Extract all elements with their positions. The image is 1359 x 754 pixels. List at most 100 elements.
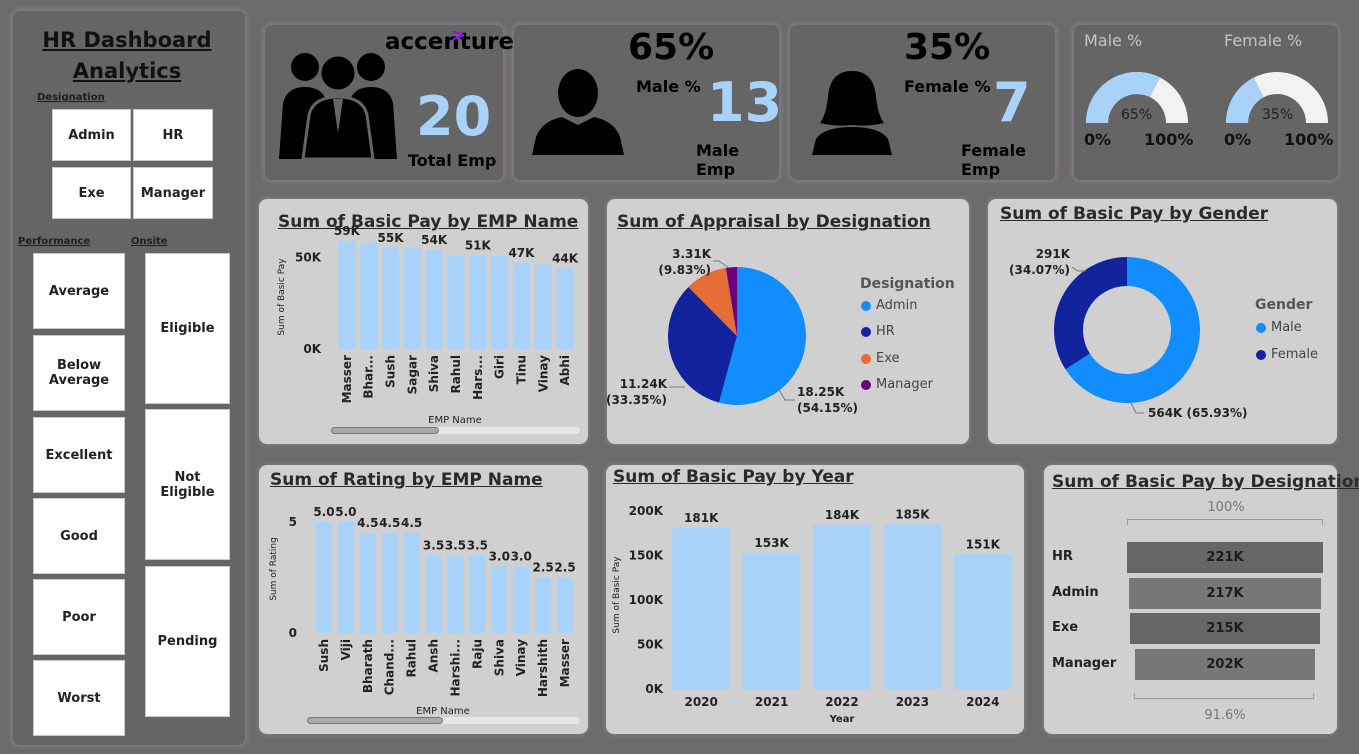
emp-pay-data-label: 59K	[334, 224, 361, 238]
performance-average-button[interactable]: Average	[33, 253, 125, 329]
onsite-pending-button[interactable]: Pending	[145, 566, 230, 717]
rating-bar[interactable]	[403, 533, 420, 633]
legend-label-male: Male	[1271, 320, 1302, 335]
basic-pay-by-emp-scroll-thumb[interactable]	[331, 427, 439, 434]
basic-pay-by-emp-chart: 59K Masser Bhar... 55K Sush Sagar 54K Shiva Rahu…	[277, 224, 579, 426]
performance-poor-button[interactable]: Poor	[33, 579, 125, 655]
performance-excellent-button[interactable]: Excellent	[33, 417, 125, 493]
male-employees-card: 65% Male % 13 Male Emp	[513, 24, 782, 181]
funnel-bar[interactable]: 221K	[1127, 542, 1323, 573]
emp-pay-bar[interactable]	[447, 255, 465, 350]
performance-worst-button[interactable]: Worst	[33, 660, 125, 736]
appraisal-legend-title: Designation	[860, 276, 955, 292]
rating-data-label: 2.5	[532, 561, 553, 575]
rating-bar[interactable]	[447, 555, 464, 633]
year-data-label: 153K	[754, 536, 789, 550]
designation-exe-button[interactable]: Exe	[52, 167, 131, 219]
emp-pay-category-label: Vinay	[536, 355, 550, 392]
legend-dot-hr	[861, 326, 871, 337]
legend-item-exe[interactable]: Exe	[861, 351, 900, 366]
year-category-label: 2020	[684, 695, 717, 709]
rating-bar[interactable]	[535, 577, 552, 633]
emp-pay-bar[interactable]	[382, 248, 400, 349]
emp-pay-y-axis-label: Sum of Basic Pay	[277, 258, 287, 336]
year-bar[interactable]	[883, 524, 942, 689]
filter-sidebar: HR Dashboard Analytics Designation Admin…	[12, 10, 246, 746]
rating-bar[interactable]	[359, 533, 376, 633]
emp-pay-data-label: 54K	[421, 233, 448, 247]
performance-good-button[interactable]: Good	[33, 498, 125, 574]
year-bar[interactable]	[813, 525, 871, 689]
appraisal-slice[interactable]	[668, 286, 737, 403]
female-percent-label: Female %	[904, 77, 991, 96]
rating-category-label: Shiva	[492, 639, 506, 676]
basic-pay-by-emp-scrollbar[interactable]	[331, 427, 580, 434]
onsite-not-eligible-button[interactable]: Not Eligible	[145, 409, 230, 560]
designation-hr-button[interactable]: HR	[133, 109, 213, 161]
rating-bar[interactable]	[337, 522, 354, 633]
performance-below-average-button[interactable]: Below Average	[33, 335, 125, 411]
rating-bar[interactable]	[316, 522, 332, 633]
rating-data-label: 4.5	[357, 516, 378, 530]
male-percent-value: 65%	[628, 27, 715, 68]
rating-category-label: Harshi...	[448, 639, 462, 697]
funnel-bar[interactable]: 202K	[1135, 649, 1315, 680]
year-category-label: 2021	[755, 695, 788, 709]
onsite-eligible-button[interactable]: Eligible	[145, 253, 230, 404]
male-gauge-value: 65%	[1121, 107, 1153, 123]
appraisal-slice[interactable]	[725, 267, 737, 336]
male-employees-label: Male Emp	[696, 141, 740, 179]
emp-pay-tick-label: 0K	[303, 342, 321, 356]
legend-item-female[interactable]: Female	[1256, 347, 1318, 362]
year-bar[interactable]	[953, 554, 1012, 689]
funnel-category-label: Admin	[1052, 585, 1099, 600]
female-gauge-min: 0%	[1224, 130, 1252, 149]
emp-pay-bar[interactable]	[425, 250, 443, 349]
emp-pay-bar[interactable]	[403, 248, 421, 349]
basic-pay-by-designation-title: Sum of Basic Pay by Designation	[1052, 472, 1359, 492]
rating-bar[interactable]	[425, 555, 442, 633]
emp-pay-category-label: Bhar...	[362, 355, 376, 399]
emp-pay-category-label: Tinu	[514, 355, 528, 384]
year-data-label: 151K	[966, 538, 1001, 552]
emp-pay-bar[interactable]	[469, 255, 487, 350]
appraisal-slice[interactable]	[718, 267, 806, 405]
emp-pay-bar[interactable]	[534, 264, 552, 349]
emp-pay-x-axis-label: EMP Name	[428, 415, 482, 426]
appraisal-slice[interactable]	[688, 267, 737, 336]
emp-pay-category-label: Sagar	[405, 355, 419, 394]
rating-category-label: Ansh	[427, 639, 441, 673]
designation-admin-button[interactable]: Admin	[52, 109, 131, 161]
legend-item-manager[interactable]: Manager	[861, 377, 933, 392]
emp-pay-data-label: 47K	[508, 246, 535, 260]
legend-item-hr[interactable]: HR	[861, 324, 895, 339]
emp-pay-bar[interactable]	[360, 242, 378, 349]
rating-bar[interactable]	[557, 577, 573, 633]
emp-pay-bar[interactable]	[512, 262, 530, 349]
designation-manager-button[interactable]: Manager	[133, 167, 213, 219]
gender-slice[interactable]	[1065, 257, 1200, 403]
onsite-slicer-label: Onsite	[131, 236, 168, 247]
legend-item-male[interactable]: Male	[1256, 320, 1302, 335]
gender-slice[interactable]	[1054, 257, 1127, 370]
rating-bar[interactable]	[381, 533, 398, 633]
rating-bar[interactable]	[491, 566, 508, 633]
emp-pay-bar[interactable]	[556, 268, 574, 349]
year-bar[interactable]	[742, 552, 801, 689]
rating-bar[interactable]	[513, 566, 530, 633]
female-gauge-fill	[1226, 77, 1264, 123]
funnel-bar[interactable]: 217K	[1128, 578, 1322, 609]
legend-dot-admin	[861, 300, 871, 311]
rating-by-emp-scroll-thumb[interactable]	[307, 717, 443, 724]
male-gauge-min: 0%	[1084, 130, 1112, 149]
emp-pay-category-label: Sush	[384, 355, 398, 388]
funnel-top-rule	[1127, 519, 1323, 525]
emp-pay-bar[interactable]	[338, 240, 356, 349]
rating-by-emp-scrollbar[interactable]	[307, 717, 580, 724]
legend-item-admin[interactable]: Admin	[861, 298, 917, 313]
rating-bar[interactable]	[469, 555, 486, 633]
rating-data-label: 3.0	[489, 549, 510, 563]
year-bar[interactable]	[672, 527, 731, 689]
funnel-bar[interactable]: 215K	[1129, 613, 1321, 644]
emp-pay-bar[interactable]	[491, 255, 509, 350]
